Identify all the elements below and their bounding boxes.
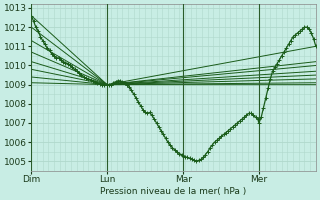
X-axis label: Pression niveau de la mer( hPa ): Pression niveau de la mer( hPa ): [100, 187, 247, 196]
